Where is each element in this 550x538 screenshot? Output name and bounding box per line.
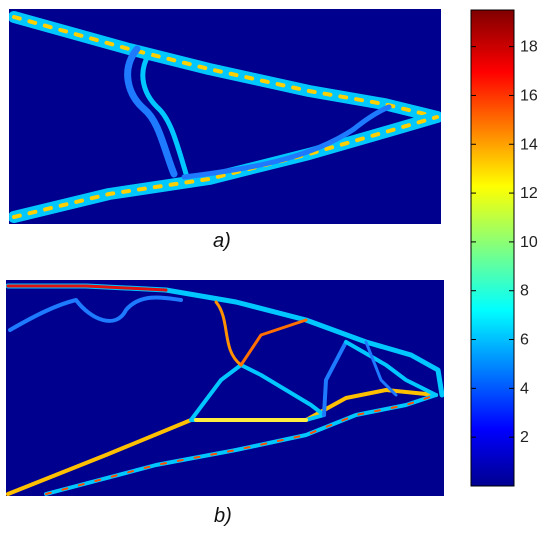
colorbar-tick-label: 18 xyxy=(520,39,538,56)
panel-b-web-2 xyxy=(239,318,308,367)
panel-b-top-chord-core xyxy=(6,284,168,292)
colorbar-tick-label: 6 xyxy=(520,332,529,349)
colorbar-tick-label: 14 xyxy=(520,136,538,153)
colorbar-svg: 2 4 6 8 10 12 14 16 18 xyxy=(470,9,538,487)
panel-b-bottom-chord-2 xyxy=(44,393,438,496)
colorbar-tick-label: 12 xyxy=(520,185,538,202)
panel-a-inner-web-2 xyxy=(140,51,190,180)
panel-b-web-1 xyxy=(214,300,243,367)
panel-b-web-5 xyxy=(364,340,398,397)
panel-b-map xyxy=(6,280,444,496)
panel-a-members xyxy=(9,11,441,223)
colorbar: 2 4 6 8 10 12 14 16 18 xyxy=(470,9,545,489)
colorbar-tick-label: 10 xyxy=(520,234,538,251)
colorbar-ticks: 2 4 6 8 10 12 14 16 18 xyxy=(471,39,538,446)
colorbar-tick-label: 2 xyxy=(520,429,529,446)
panel-b-web-3 xyxy=(322,340,348,417)
colorbar-tick-label: 16 xyxy=(520,87,538,104)
colorbar-gradient xyxy=(470,9,515,487)
panel-b-inner-triangle xyxy=(189,363,326,422)
panel-a-map xyxy=(9,9,441,224)
panel-b-caption: b) xyxy=(214,505,232,527)
panel-a-top-chord-core xyxy=(12,15,439,119)
panel-a-background xyxy=(9,9,441,224)
colorbar-tick-label: 4 xyxy=(520,380,529,397)
panel-a-caption: a) xyxy=(213,230,231,252)
panel-a-bottom-chord-core xyxy=(12,115,439,219)
panel-a-inner-web xyxy=(124,45,178,178)
panel-b-members xyxy=(6,283,444,496)
panel-b-web-4 xyxy=(344,340,438,397)
colorbar-tick-label: 8 xyxy=(520,283,529,300)
panel-b xyxy=(6,280,444,496)
panel-b-left-loop xyxy=(8,295,183,332)
panel-b-background xyxy=(6,280,444,496)
panel-a-inner-web-3 xyxy=(181,104,392,180)
panel-a xyxy=(9,9,441,224)
